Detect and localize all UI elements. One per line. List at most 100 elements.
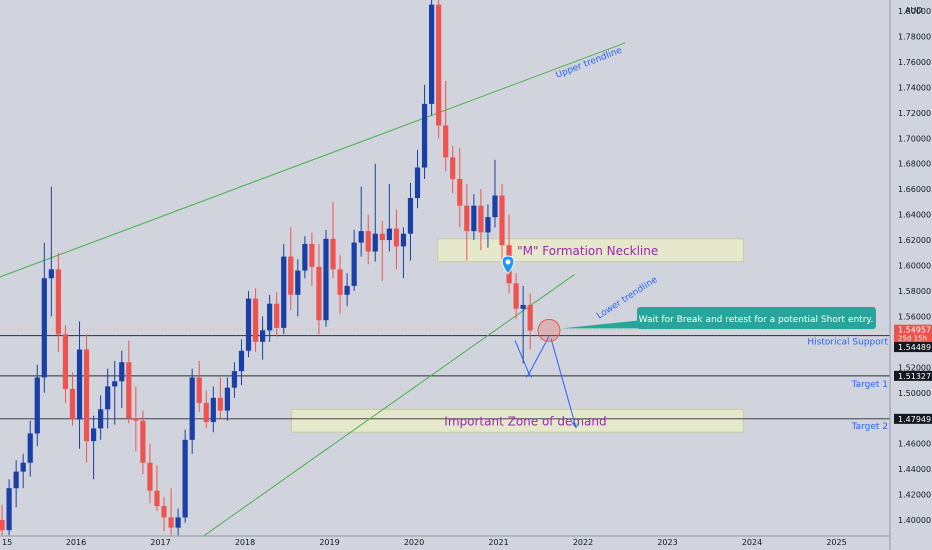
candle[interactable] <box>344 273 350 307</box>
candle-body <box>105 386 111 410</box>
candle[interactable] <box>231 362 238 398</box>
candle[interactable] <box>302 236 308 279</box>
candle-body <box>20 462 26 472</box>
candle[interactable] <box>13 460 19 508</box>
candle[interactable] <box>295 259 301 317</box>
trendline-upper[interactable] <box>0 42 626 284</box>
candle[interactable] <box>267 294 273 342</box>
zone-demand[interactable] <box>290 408 745 433</box>
candle[interactable] <box>379 220 385 281</box>
y-tick-label: 1.42000 <box>898 491 931 500</box>
candle[interactable] <box>414 149 421 209</box>
x-tick-label: 15 <box>2 538 12 547</box>
candle-body <box>91 428 97 442</box>
candle[interactable] <box>98 395 104 440</box>
historical-support-price-value: 1.54489 <box>898 343 931 352</box>
candle[interactable] <box>210 386 216 433</box>
candle[interactable] <box>217 377 223 419</box>
candle[interactable] <box>20 453 26 489</box>
candle[interactable] <box>429 0 435 116</box>
candle[interactable] <box>203 390 209 429</box>
candle[interactable] <box>27 420 33 477</box>
target2-price-tag <box>894 413 932 424</box>
candle[interactable] <box>252 288 259 353</box>
y-tick-label: 1.80000 <box>898 7 931 16</box>
candle[interactable] <box>196 360 202 412</box>
candle[interactable] <box>492 159 498 228</box>
candle[interactable] <box>224 377 230 421</box>
candle[interactable] <box>245 290 252 358</box>
candle[interactable] <box>485 204 491 248</box>
candle[interactable] <box>464 184 470 261</box>
candle-body <box>309 243 315 267</box>
candle[interactable] <box>309 232 315 286</box>
candle-body <box>478 205 484 233</box>
trendline-lower[interactable] <box>202 273 575 536</box>
candle[interactable] <box>182 429 188 523</box>
candle-body <box>0 520 5 531</box>
candle[interactable] <box>330 201 336 279</box>
candle[interactable] <box>91 415 97 480</box>
candle[interactable] <box>133 386 139 452</box>
candle[interactable] <box>126 340 132 424</box>
candle[interactable] <box>41 242 47 393</box>
candle[interactable] <box>260 316 266 360</box>
candle[interactable] <box>436 0 442 139</box>
candle[interactable] <box>457 148 463 228</box>
candle[interactable] <box>55 252 61 353</box>
candle[interactable] <box>351 229 357 291</box>
candle[interactable] <box>288 227 294 311</box>
candle[interactable] <box>168 488 174 536</box>
candle[interactable] <box>450 145 456 193</box>
retest-circle[interactable] <box>537 318 561 342</box>
candle[interactable] <box>358 186 364 257</box>
candle[interactable] <box>48 186 54 317</box>
candle[interactable] <box>316 243 322 335</box>
candle[interactable] <box>6 479 12 536</box>
candle[interactable] <box>407 182 414 261</box>
candle[interactable] <box>520 285 526 364</box>
candle[interactable] <box>154 465 160 512</box>
candle[interactable] <box>76 321 83 449</box>
zone-neckline[interactable] <box>437 238 745 263</box>
candle[interactable] <box>274 292 280 337</box>
map-pin-icon[interactable] <box>501 255 515 275</box>
candle[interactable] <box>83 334 90 463</box>
candle[interactable] <box>161 497 167 532</box>
candle[interactable] <box>238 339 245 386</box>
candle[interactable] <box>62 325 69 403</box>
candle[interactable] <box>175 508 181 536</box>
y-tick-label: 1.58000 <box>898 287 931 296</box>
x-tick-label: 2023 <box>657 538 677 547</box>
candle[interactable] <box>189 368 195 454</box>
candle-body <box>421 103 428 168</box>
target2-label: Target 2 <box>851 422 888 432</box>
candle[interactable] <box>0 504 5 536</box>
candle[interactable] <box>105 368 111 429</box>
candle[interactable] <box>281 243 287 335</box>
candle[interactable] <box>337 255 343 314</box>
candle[interactable] <box>372 163 378 262</box>
candle[interactable] <box>400 227 407 279</box>
candle[interactable] <box>112 360 118 425</box>
candle[interactable] <box>323 229 329 327</box>
candle[interactable] <box>69 372 76 426</box>
candle-body <box>281 256 287 328</box>
candle[interactable] <box>365 214 371 265</box>
candle[interactable] <box>499 184 505 260</box>
candle[interactable] <box>478 189 484 251</box>
candle[interactable] <box>513 273 519 319</box>
candle[interactable] <box>393 209 399 270</box>
candle[interactable] <box>527 293 533 350</box>
candle[interactable] <box>140 410 146 475</box>
candle[interactable] <box>119 350 125 409</box>
candle[interactable] <box>471 194 477 241</box>
candle[interactable] <box>421 84 428 179</box>
candle[interactable] <box>506 214 512 294</box>
candle[interactable] <box>386 184 392 252</box>
callout-box[interactable] <box>637 307 876 329</box>
candle[interactable] <box>443 80 449 172</box>
candle[interactable] <box>147 443 153 504</box>
candle[interactable] <box>34 364 40 447</box>
